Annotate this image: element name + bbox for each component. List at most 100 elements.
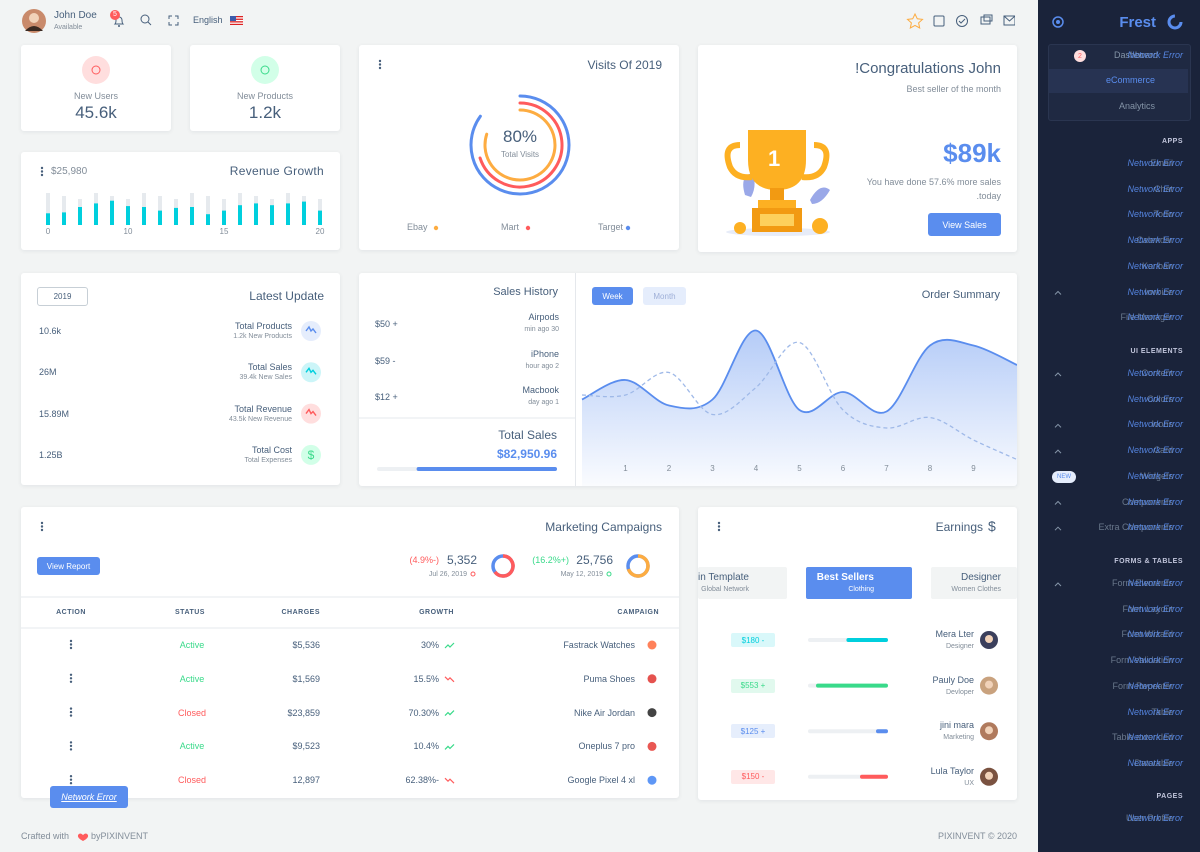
menu-item: Table: [1151, 706, 1173, 717]
network-error-overlay: Network Error: [1127, 419, 1183, 430]
user-name: John Doe: [54, 10, 97, 21]
latest-icon-symbol: $: [307, 447, 315, 462]
network-error-overlay: Network Error: [1127, 445, 1183, 456]
section-title: APPS: [1161, 138, 1183, 145]
charges: $9,523: [292, 741, 320, 752]
marketing-card: [21, 507, 679, 798]
sales-time: hour ago 2: [525, 362, 559, 370]
latest-item-sub: Total Expenses: [244, 456, 292, 464]
menu-item: Widgets: [1140, 470, 1173, 481]
status: Closed: [177, 775, 206, 786]
amount-pill: $553 +: [731, 678, 775, 693]
footer-brand: byPIXINVENT: [91, 831, 149, 841]
column-header: GROWTH: [419, 609, 454, 616]
visits-card: [359, 45, 679, 250]
section-title: PAGES: [1156, 793, 1183, 800]
amount-pill: $125 +: [731, 724, 775, 739]
visits-center-label: Total Visits: [500, 150, 540, 159]
earnings-symbol: $: [988, 518, 996, 534]
language[interactable]: English: [193, 15, 223, 25]
congrats-title: !Congratulations John: [855, 60, 1001, 77]
latest-title: Latest Update: [249, 289, 324, 303]
sidebar-brand: Frest: [1119, 14, 1156, 31]
tab-sub: Women Clothes: [951, 586, 1001, 593]
person-name: Mera Lter: [935, 629, 974, 639]
x-tick-label: 0: [45, 227, 51, 236]
earnings-tab[interactable]: [806, 567, 912, 599]
network-error-overlay: Network Error: [1127, 629, 1183, 640]
sales-history-title: Sales History: [493, 286, 558, 298]
latest-item-sub: 1.2k New Products: [233, 333, 292, 340]
sales-price: $59 -: [375, 355, 396, 366]
bell-icon[interactable]: [113, 14, 125, 28]
tab-sub: Global Network: [701, 586, 749, 593]
footer-left: Crafted with: [21, 831, 70, 841]
network-error-overlay: Network Error: [1127, 578, 1183, 588]
menu-item: Invoice: [1144, 286, 1173, 297]
flag: [230, 16, 243, 25]
stat-value: 1.2k: [248, 103, 282, 122]
network-error-button[interactable]: Network Error: [50, 786, 128, 808]
menu-badge: 2: [1074, 50, 1086, 62]
tab-month[interactable]: Month: [643, 287, 686, 305]
status: Active: [179, 741, 205, 752]
campaign-stat-date: May 12, 2019: [560, 571, 603, 578]
network-error-overlay: Network Error: [1127, 813, 1183, 823]
network-error-overlay: Network Error: [1127, 260, 1183, 271]
menu-item: Chat: [1153, 183, 1173, 194]
menu-item: Email: [1150, 158, 1173, 168]
tab-title: Best Sellers: [816, 572, 874, 583]
campaign-stat-change: (4.9%-): [409, 555, 439, 565]
active-item: [1049, 69, 1188, 93]
menu-item: Extra Components: [1098, 522, 1173, 533]
charges: $5,536: [292, 640, 320, 650]
tab-title: Designer: [960, 572, 1001, 583]
earnings-card: [698, 507, 1017, 800]
avatar: [22, 9, 46, 33]
order-summary-title: Order Summary: [921, 289, 1000, 301]
tab-sub: Clothing: [848, 586, 874, 593]
revenue-title: Revenue Growth: [229, 164, 324, 178]
sidebar: [1038, 0, 1200, 852]
section-title: UI ELEMENTS: [1130, 348, 1183, 355]
header-icons[interactable]: [905, 13, 1015, 29]
person-role: Designer: [945, 643, 974, 650]
fullscreen-icon[interactable]: [168, 15, 179, 26]
person-role: UX: [964, 779, 974, 787]
stat-label: New Products: [236, 91, 294, 101]
tab-week[interactable]: Week: [592, 287, 633, 305]
menu-item: File Manager: [1120, 312, 1173, 323]
sales-time: day ago 1: [528, 399, 559, 407]
network-error-overlay: Network Error: [1127, 235, 1183, 246]
network-error-overlay: Network Error: [1127, 209, 1183, 220]
notification-badge: 5: [110, 10, 120, 20]
visits-center-value: 80%: [502, 127, 538, 146]
search-icon[interactable]: [140, 14, 152, 26]
legend-label: Mart: [501, 222, 519, 232]
latest-value: 26M: [39, 367, 57, 378]
column-header: ACTION: [56, 609, 86, 616]
sales-price: $12 +: [375, 392, 398, 403]
view-report-button[interactable]: View Report: [37, 557, 100, 575]
amount-pill: $150 -: [731, 769, 775, 784]
menu-item: Card: [1153, 445, 1173, 456]
total-sales-label: Total Sales: [498, 428, 557, 442]
latest-item-sub: 39.4k New Sales: [239, 374, 292, 382]
network-error-overlay: Network Error: [1127, 655, 1183, 666]
trophy-number: 1: [768, 146, 781, 171]
latest-item-sub: 43.5k New Revenue: [228, 415, 292, 423]
year-select[interactable]: 2019: [37, 287, 88, 306]
charges: $1,569: [292, 673, 320, 684]
campaign: Nike Air Jordan: [573, 707, 635, 718]
section-title: FORMS & TABLES: [1114, 558, 1183, 565]
menu-item: Components: [1121, 496, 1173, 507]
sales-time: min ago 30: [524, 326, 559, 333]
view-sales-button[interactable]: View Sales: [928, 213, 1001, 236]
growth: 15.5%: [413, 673, 439, 684]
earnings-tab[interactable]: [931, 567, 1017, 599]
menu-item: Calendar: [1136, 235, 1173, 246]
status: Closed: [177, 707, 206, 718]
earnings-tab[interactable]: [698, 567, 787, 599]
latest-item-title: Total Cost: [251, 444, 292, 455]
user-status: Available: [54, 24, 83, 31]
